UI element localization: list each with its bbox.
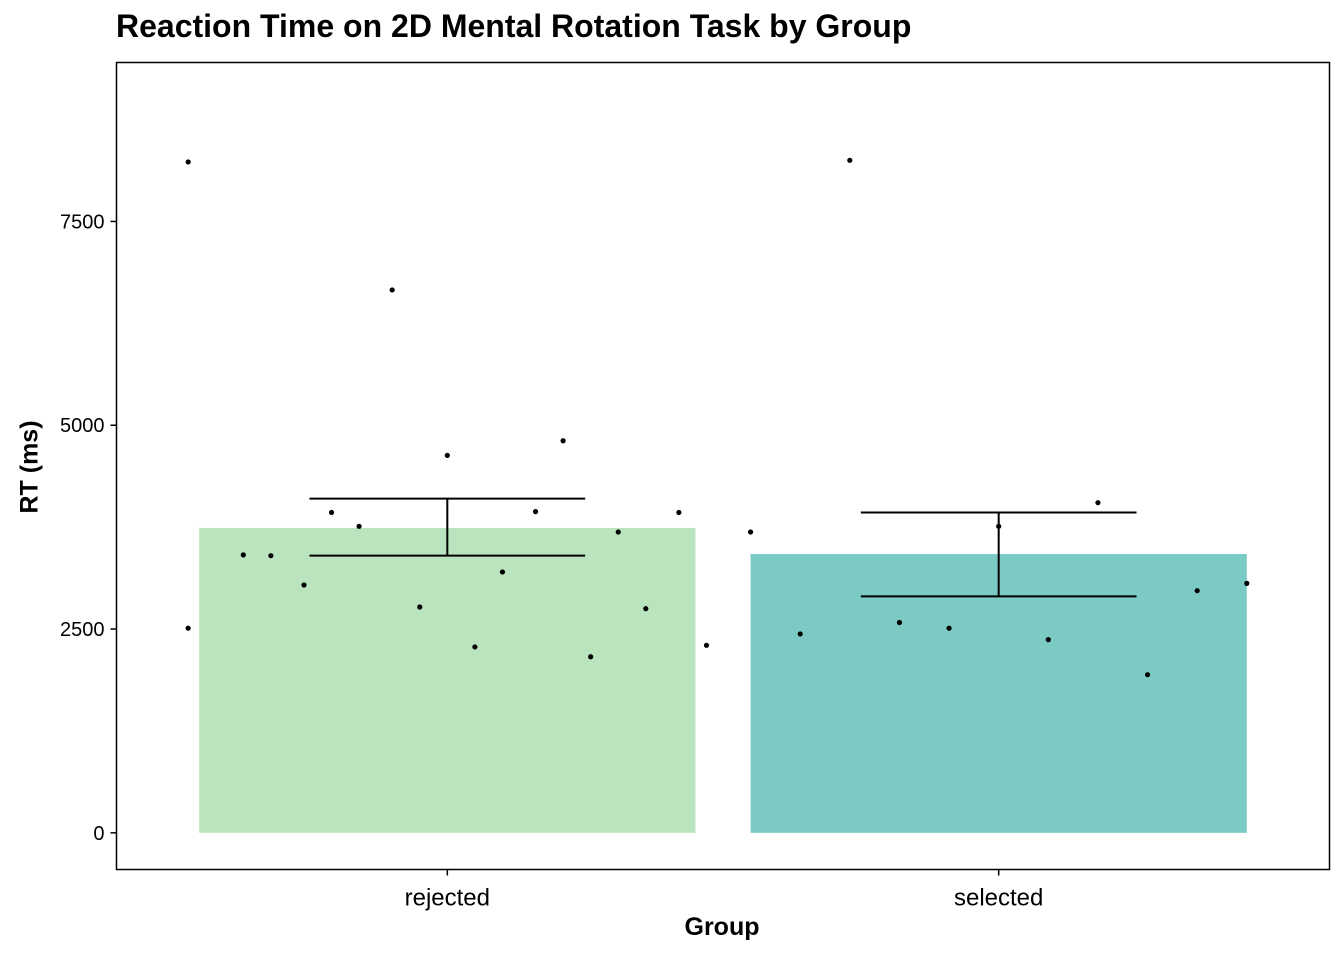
chart-title: Reaction Time on 2D Mental Rotation Task… [116, 8, 912, 44]
bars-layer [199, 527, 1247, 833]
data-point-rejected [389, 287, 395, 293]
data-point-rejected [472, 644, 478, 650]
data-point-rejected [417, 604, 423, 610]
plot-panel-border [115, 61, 1331, 871]
bar-rejected [199, 527, 696, 833]
data-point-selected [1194, 588, 1200, 594]
data-point-selected [1045, 637, 1051, 643]
y-tick-label: 2500 [60, 619, 105, 641]
x-tick-label-rejected: rejected [405, 885, 490, 912]
x-axis: rejected selected [405, 869, 1043, 912]
y-tick-label: 7500 [60, 211, 105, 233]
data-point-selected [747, 529, 754, 535]
data-point-rejected [615, 529, 621, 535]
data-point-rejected [328, 509, 335, 516]
points-layer [185, 157, 1250, 678]
data-point-rejected [185, 159, 191, 165]
data-point-selected [1095, 500, 1101, 506]
data-point-rejected [532, 509, 539, 515]
data-point-rejected [356, 523, 362, 529]
data-point-rejected [703, 642, 710, 648]
data-point-selected [797, 631, 803, 637]
data-point-rejected [185, 625, 191, 631]
bar-selected [750, 554, 1247, 833]
data-point-selected [896, 619, 903, 626]
data-point-selected [946, 625, 952, 631]
data-point-rejected [444, 452, 450, 459]
data-point-selected [1244, 580, 1250, 586]
data-point-selected [847, 157, 853, 163]
y-tick-label: 5000 [60, 415, 105, 437]
y-axis: 0 2500 5000 7500 [60, 211, 117, 845]
data-point-selected [1144, 672, 1151, 678]
data-point-rejected [588, 654, 594, 660]
x-tick-label-selected: selected [954, 885, 1043, 912]
data-point-rejected [643, 606, 649, 612]
data-point-rejected [240, 552, 246, 558]
data-point-rejected [499, 569, 506, 575]
data-point-rejected [560, 438, 566, 444]
data-point-rejected [268, 553, 274, 559]
y-tick-label: 0 [93, 823, 104, 845]
error-bars-layer [309, 497, 1137, 598]
data-point-rejected [676, 509, 682, 516]
data-point-rejected [301, 582, 307, 588]
x-axis-label: Group [684, 913, 760, 941]
